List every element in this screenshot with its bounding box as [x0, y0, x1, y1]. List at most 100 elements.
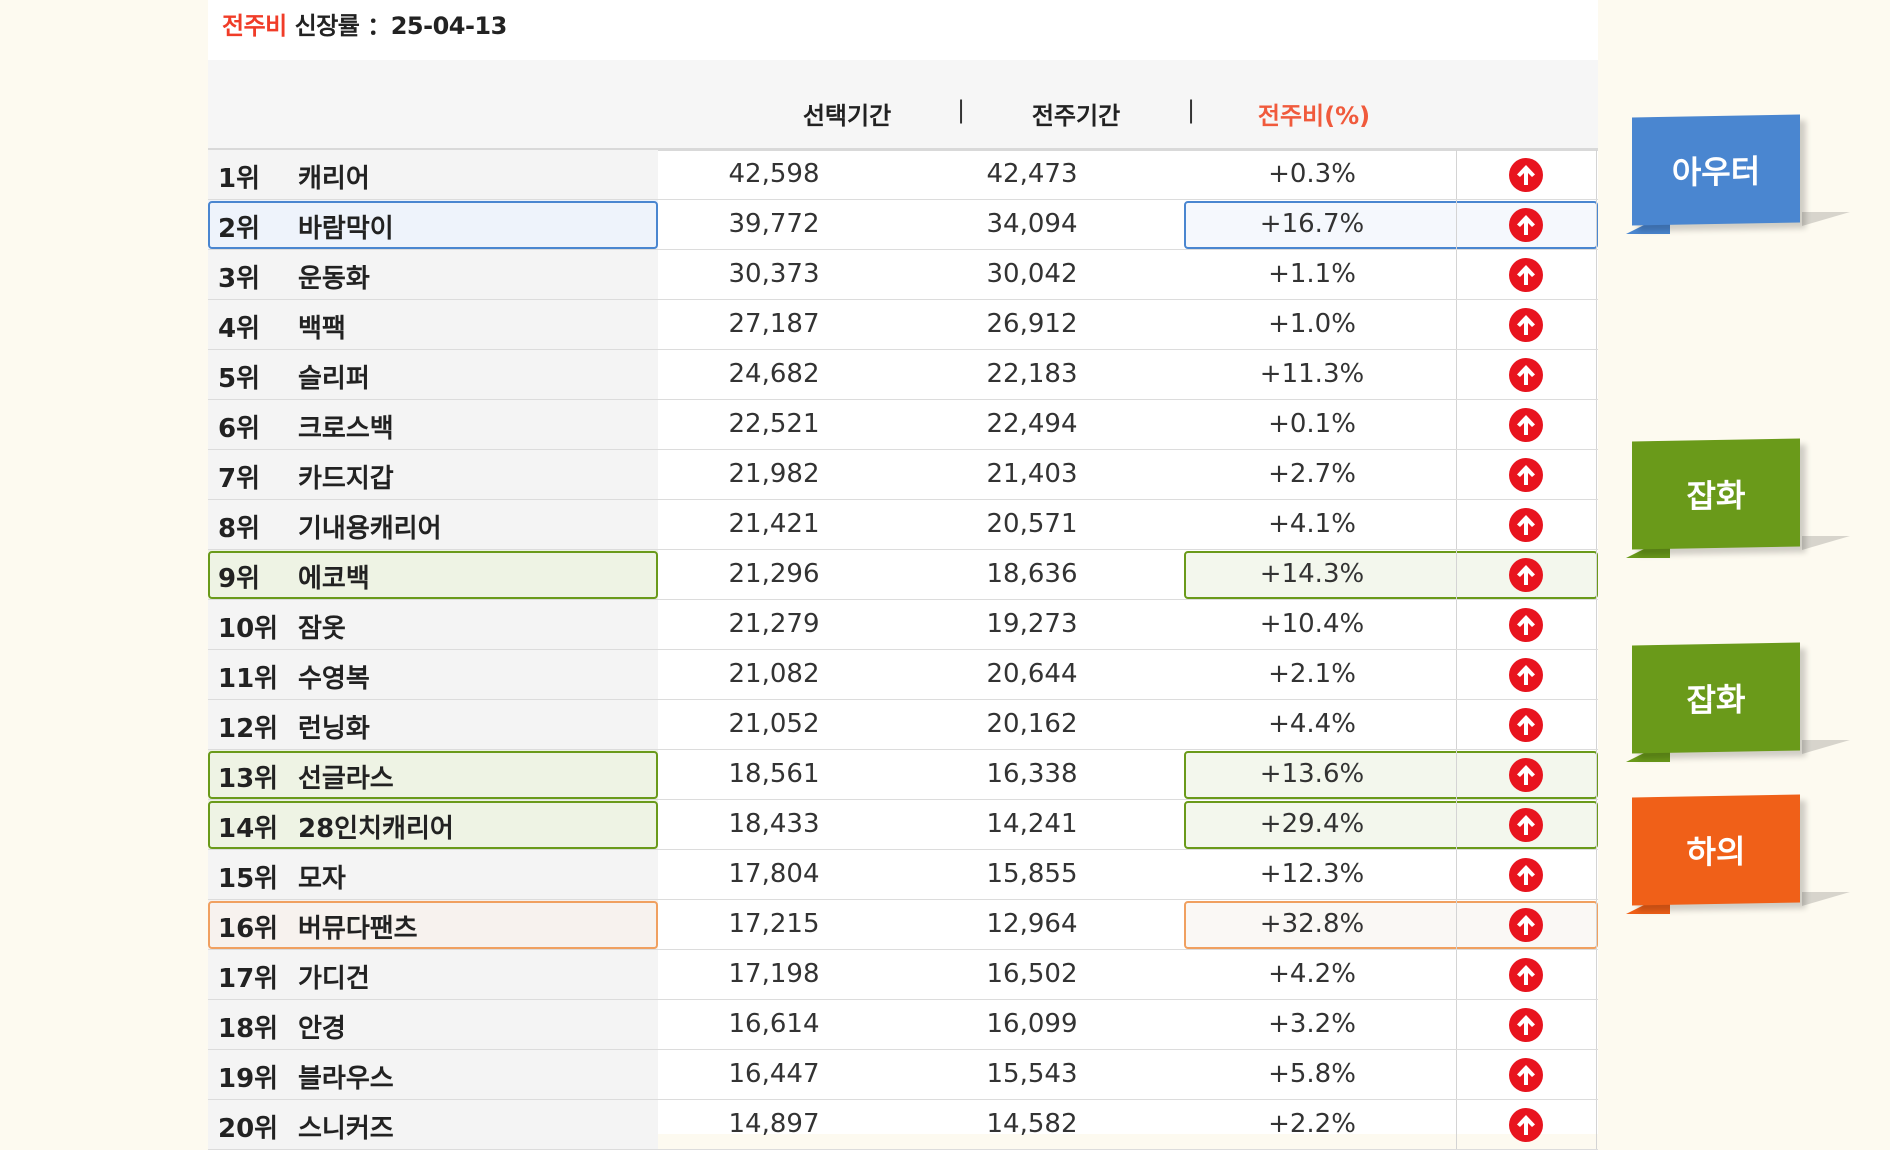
selected-value: 30,373	[728, 259, 820, 289]
table-row[interactable]: 17위 가디건 17,198 16,502 +4.2%	[208, 950, 1598, 1000]
keyword-name: 가디건	[298, 964, 370, 994]
rank-label: 7위	[218, 464, 261, 494]
table-row[interactable]: 13위 선글라스 18,561 16,338 +13.6%	[208, 750, 1598, 800]
keyword-name: 백팩	[298, 314, 346, 344]
rank-label: 8위	[218, 514, 261, 544]
keyword-name: 버뮤다팬츠	[298, 914, 418, 944]
table-row[interactable]: 1위 캐리어 42,598 42,473 +0.3%	[208, 150, 1598, 200]
table-row[interactable]: 14위 28인치캐리어 18,433 14,241 +29.4%	[208, 800, 1598, 850]
keyword-name: 슬리퍼	[298, 364, 370, 394]
table-right-border	[1596, 200, 1597, 249]
table-right-border	[1596, 650, 1597, 699]
column-divider	[1456, 450, 1457, 499]
rank-label: 19위	[218, 1064, 279, 1094]
keyword-name: 스니커즈	[298, 1114, 394, 1144]
table-row[interactable]: 9위 에코백 21,296 18,636 +14.3%	[208, 550, 1598, 600]
rank-label: 11위	[218, 664, 279, 694]
previous-value: 14,241	[986, 809, 1078, 839]
name-cell	[208, 750, 658, 799]
previous-value: 22,183	[986, 359, 1078, 389]
ratio-value: +32.8%	[1259, 909, 1365, 939]
table-right-border	[1596, 900, 1597, 949]
date-line: 전주비 신장률 ：25-04-13	[222, 6, 507, 41]
ratio-value: +2.2%	[1268, 1109, 1356, 1139]
up-arrow-circle-icon	[1509, 508, 1543, 542]
table-row[interactable]: 15위 모자 17,804 15,855 +12.3%	[208, 850, 1598, 900]
keyword-name: 바람막이	[298, 214, 394, 244]
rank-label: 3위	[218, 264, 261, 294]
callout-shadow	[1802, 740, 1850, 754]
table-row[interactable]: 4위 백팩 27,187 26,912 +1.0%	[208, 300, 1598, 350]
up-arrow-circle-icon	[1509, 958, 1543, 992]
col-selected[interactable]: 선택기간	[802, 102, 892, 130]
rank-label: 14위	[218, 814, 279, 844]
name-cell	[208, 400, 658, 449]
column-divider	[1456, 800, 1457, 849]
selected-value: 27,187	[728, 309, 820, 339]
table-right-border	[1596, 1100, 1597, 1149]
ratio-value: +12.3%	[1259, 859, 1365, 889]
column-divider	[1456, 400, 1457, 449]
table-right-border	[1596, 1000, 1597, 1049]
table-row[interactable]: 6위 크로스백 22,521 22,494 +0.1%	[208, 400, 1598, 450]
previous-value: 42,473	[986, 159, 1078, 189]
table-row[interactable]: 11위 수영복 21,082 20,644 +2.1%	[208, 650, 1598, 700]
ratio-value: +16.7%	[1259, 209, 1365, 239]
selected-value: 17,198	[728, 959, 820, 989]
table-row[interactable]: 12위 런닝화 21,052 20,162 +4.4%	[208, 700, 1598, 750]
table-row[interactable]: 10위 잠옷 21,279 19,273 +10.4%	[208, 600, 1598, 650]
previous-value: 20,571	[986, 509, 1078, 539]
up-arrow-circle-icon	[1509, 608, 1543, 642]
previous-value: 19,273	[986, 609, 1078, 639]
up-arrow-circle-icon	[1509, 408, 1543, 442]
table-right-border	[1596, 800, 1597, 849]
selected-value: 21,421	[728, 509, 820, 539]
table-row[interactable]: 19위 블라우스 16,447 15,543 +5.8%	[208, 1050, 1598, 1100]
up-arrow-circle-icon	[1509, 1008, 1543, 1042]
column-divider	[1456, 350, 1457, 399]
table-row[interactable]: 18위 안경 16,614 16,099 +3.2%	[208, 1000, 1598, 1050]
name-cell	[208, 250, 658, 299]
table-row[interactable]: 20위 스니커즈 14,897 14,582 +2.2%	[208, 1100, 1598, 1150]
highlight-frame	[208, 201, 658, 249]
rank-label: 1위	[218, 164, 261, 194]
previous-value: 34,094	[986, 209, 1078, 239]
column-divider	[1456, 600, 1457, 649]
selected-value: 16,614	[728, 1009, 820, 1039]
name-cell	[208, 800, 658, 849]
name-cell	[208, 600, 658, 649]
table-right-border	[1596, 550, 1597, 599]
up-arrow-circle-icon	[1509, 1108, 1543, 1142]
ratio-value: +4.2%	[1268, 959, 1356, 989]
name-cell	[208, 350, 658, 399]
column-divider	[1456, 850, 1457, 899]
column-divider	[1456, 300, 1457, 349]
table-right-border	[1596, 750, 1597, 799]
name-cell	[208, 850, 658, 899]
ratio-value: +14.3%	[1259, 559, 1365, 589]
table-row[interactable]: 8위 기내용캐리어 21,421 20,571 +4.1%	[208, 500, 1598, 550]
table-row[interactable]: 3위 운동화 30,373 30,042 +1.1%	[208, 250, 1598, 300]
table-row[interactable]: 16위 버뮤다팬츠 17,215 12,964 +32.8%	[208, 900, 1598, 950]
callout-label: 잡화	[1632, 438, 1800, 550]
selected-value: 39,772	[728, 209, 820, 239]
selected-value: 21,296	[728, 559, 820, 589]
table-right-border	[1596, 300, 1597, 349]
col-previous[interactable]: 전주기간	[1031, 102, 1121, 130]
table-row[interactable]: 5위 슬리퍼 24,682 22,183 +11.3%	[208, 350, 1598, 400]
table-right-border	[1596, 250, 1597, 299]
column-divider	[1456, 500, 1457, 549]
table-right-border	[1596, 950, 1597, 999]
rank-label: 18위	[218, 1014, 279, 1044]
table-row[interactable]: 2위 바람막이 39,772 34,094 +16.7%	[208, 200, 1598, 250]
name-cell	[208, 700, 658, 749]
up-arrow-circle-icon	[1509, 1058, 1543, 1092]
column-divider	[1456, 550, 1457, 599]
col-ratio[interactable]: 전주비(%)	[1257, 102, 1371, 130]
table-header: 선택기간 | 전주기간 | 전주비(%)	[208, 60, 1598, 151]
selected-value: 21,982	[728, 459, 820, 489]
highlight-frame	[208, 751, 658, 799]
table-row[interactable]: 7위 카드지갑 21,982 21,403 +2.7%	[208, 450, 1598, 500]
previous-value: 12,964	[986, 909, 1078, 939]
previous-value: 20,162	[986, 709, 1078, 739]
